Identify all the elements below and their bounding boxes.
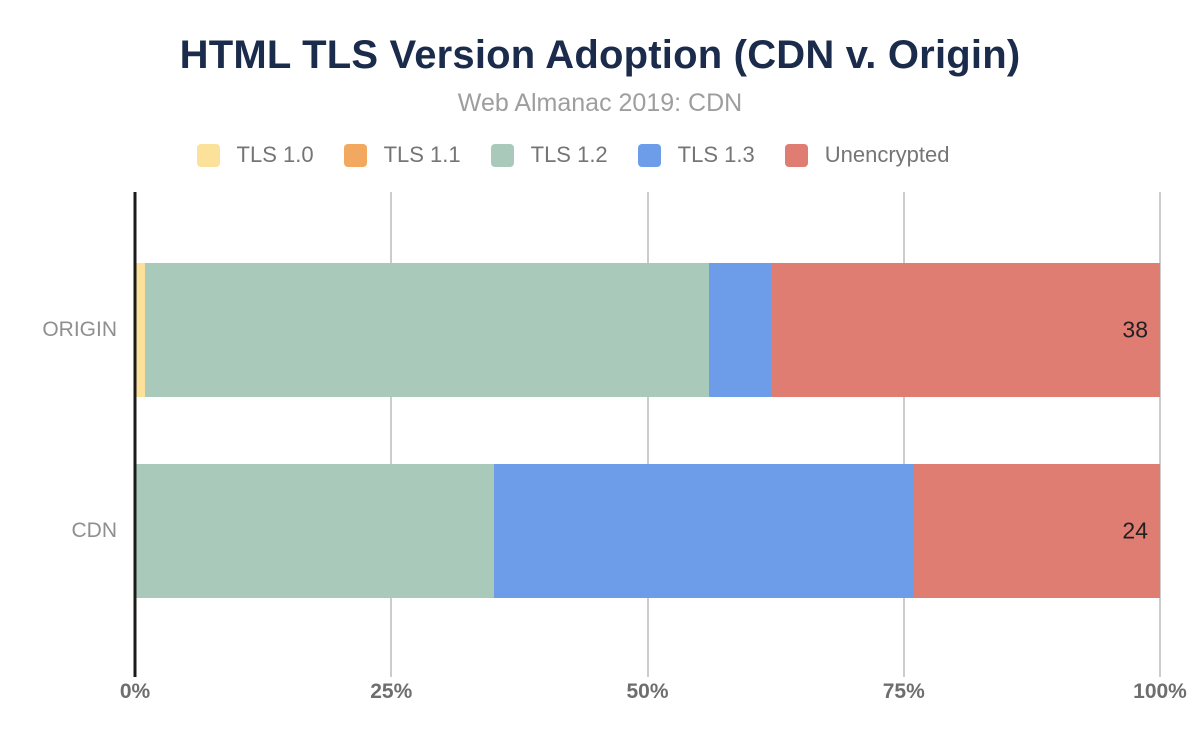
chart-title: HTML TLS Version Adoption (CDN v. Origin… (179, 33, 1021, 77)
legend-label-tls-1-1: TLS 1.1 (383, 142, 461, 167)
x-axis-tick-label-50: 50% (626, 680, 669, 703)
legend-item-tls-1-2: TLS 1.2 (490, 142, 608, 168)
bar-segment-origin-tls-1-3 (709, 263, 771, 397)
chart-subtitle: Web Almanac 2019: CDN (457, 89, 743, 117)
x-axis-tick-label-0: 0% (119, 680, 151, 703)
y-axis-category-label-cdn: CDN (71, 519, 118, 542)
data-label-origin: 38 (1122, 316, 1148, 343)
bar-origin: 38 (135, 263, 1160, 397)
bar-segment-origin-unencrypted: 38 (770, 263, 1160, 397)
legend-item-tls-1-1: TLS 1.1 (343, 142, 461, 168)
legend-label-tls-1-0: TLS 1.0 (236, 142, 314, 167)
legend-item-tls-1-3: TLS 1.3 (637, 142, 755, 168)
legend-swatch-unencrypted (784, 143, 808, 167)
legend-swatch-tls-1-3 (637, 143, 661, 167)
y-axis-line (133, 192, 137, 677)
bar-segment-cdn-tls-1-2 (135, 464, 494, 598)
legend-item-unencrypted: Unencrypted (784, 142, 950, 168)
legend-label-tls-1-3: TLS 1.3 (677, 142, 755, 167)
x-axis-tick-label-25: 25% (370, 680, 413, 703)
gridline-50 (646, 192, 649, 677)
gridline-75 (902, 192, 905, 677)
legend-swatch-tls-1-0 (196, 143, 220, 167)
bar-segment-cdn-unencrypted: 24 (914, 464, 1160, 598)
y-axis-category-label-origin: ORIGIN (42, 318, 117, 341)
legend-swatch-tls-1-1 (343, 143, 367, 167)
gridline-25 (390, 192, 393, 677)
legend-label-tls-1-2: TLS 1.2 (530, 142, 608, 167)
bar-segment-cdn-tls-1-3 (493, 464, 914, 598)
x-axis-tick-label-100: 100% (1133, 680, 1187, 703)
bar-cdn: 24 (135, 464, 1160, 598)
data-label-cdn: 24 (1122, 517, 1148, 544)
gridline-100 (1159, 192, 1161, 677)
plot-area: 0% 25% 50% 75% 100% ORIGIN 38 CDN 24 (42, 192, 1187, 703)
legend-item-tls-1-0: TLS 1.0 (196, 142, 314, 168)
legend-label-unencrypted: Unencrypted (824, 142, 950, 167)
bar-segment-origin-tls-1-2 (145, 263, 709, 397)
legend-swatch-tls-1-2 (490, 143, 514, 167)
x-axis-tick-label-75: 75% (882, 680, 925, 703)
bar-segment-origin-tls-1-0 (135, 263, 146, 397)
legend: TLS 1.0 TLS 1.1 TLS 1.2 TLS 1.3 Unencrypted (0, 142, 1146, 168)
